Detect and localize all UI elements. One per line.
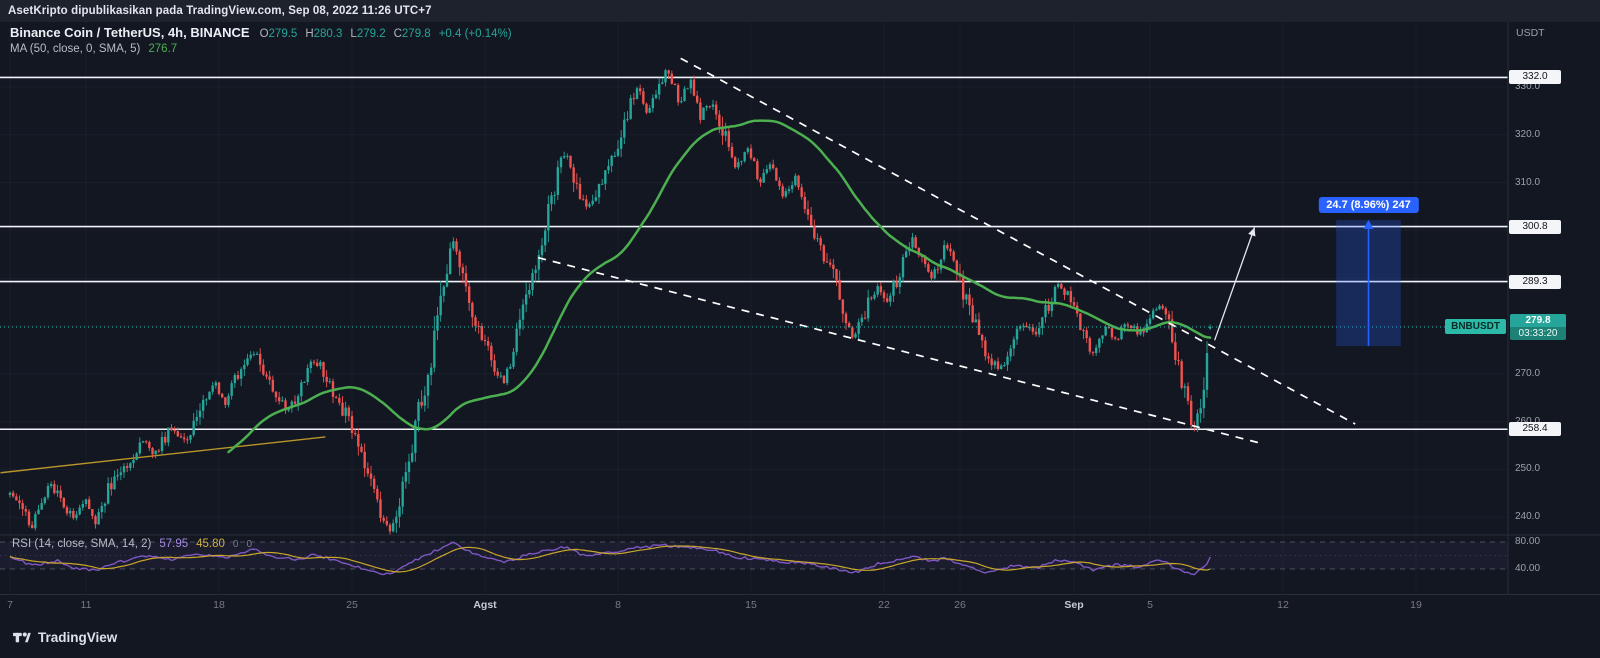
- rsi-value: 57.95: [159, 538, 189, 550]
- time-axis-label: 8: [615, 599, 621, 611]
- rsi-indicator-label: RSI (14, close, SMA, 14, 2): [12, 538, 152, 550]
- close-value: 279.8: [401, 28, 431, 40]
- time-axis-label: 15: [745, 599, 757, 611]
- publish-info-text: AsetKripto dipublikasikan pada TradingVi…: [8, 5, 432, 17]
- price-tick-label: 320.0: [1515, 128, 1541, 140]
- time-axis-label: 22: [878, 599, 890, 611]
- symbol-legend-row[interactable]: Binance Coin / TetherUS, 4h, BINANCE O 27…: [10, 25, 512, 43]
- symbol-title: Binance Coin / TetherUS, 4h, BINANCE: [10, 25, 250, 40]
- rsi-legend-row[interactable]: RSI (14, close, SMA, 14, 2) 57.95 45.80 …: [12, 538, 252, 556]
- ma-indicator-value: 276.7: [148, 43, 178, 55]
- rsi-ma-value: 45.80: [196, 538, 225, 550]
- open-value: 279.5: [268, 28, 298, 40]
- time-axis-label: 26: [954, 599, 966, 611]
- high-key: H: [305, 28, 314, 40]
- price-range-label[interactable]: 24.7 (8.96%) 247: [1318, 196, 1419, 213]
- low-value: 279.2: [356, 28, 386, 40]
- tradingview-logo-icon[interactable]: [12, 628, 31, 647]
- price-tick-label: 250.0: [1515, 463, 1541, 475]
- rsi-extra-value-1: 0: [232, 539, 239, 550]
- chart-legend: Binance Coin / TetherUS, 4h, BINANCE O 27…: [10, 25, 512, 61]
- low-key: L: [350, 28, 357, 40]
- ohlc-low: L 279.2: [350, 28, 385, 40]
- last-price-label: 279.8 03:33:20: [1510, 313, 1566, 340]
- time-axis-label: Agst: [473, 599, 497, 611]
- publish-info-bar: AsetKripto dipublikasikan pada TradingVi…: [0, 0, 1600, 22]
- price-tick-label: 310.0: [1515, 176, 1541, 188]
- time-axis-label: 11: [80, 599, 92, 611]
- ma-legend-row[interactable]: MA (50, close, 0, SMA, 5) 276.7: [10, 43, 512, 61]
- chart-canvas[interactable]: [0, 22, 1600, 594]
- time-axis-label: 18: [213, 599, 225, 611]
- rsi-tick-label: 80.00: [1515, 536, 1541, 547]
- price-level-label: 258.4: [1509, 422, 1561, 437]
- branding-footer: TradingView: [0, 616, 1600, 658]
- price-level-label: 332.0: [1509, 70, 1561, 85]
- price-level-label: 300.8: [1509, 219, 1561, 234]
- time-axis-label: 25: [346, 599, 358, 611]
- last-price-value: 279.8: [1510, 313, 1566, 327]
- price-tick-label: 330.0: [1515, 81, 1541, 92]
- axis-currency-label: USDT: [1516, 27, 1545, 39]
- price-tick-label: 260.0: [1515, 415, 1541, 427]
- price-level-label: 289.3: [1509, 274, 1561, 289]
- price-axis[interactable]: USDT 330.0 320.0 310.0 270.0 260.0 250.0 240.0…: [1508, 22, 1600, 594]
- price-tick-label: 270.0: [1515, 367, 1541, 379]
- rsi-tick-label: 40.00: [1515, 563, 1541, 574]
- close-key: C: [393, 28, 402, 40]
- time-axis-label: Sep: [1064, 599, 1084, 611]
- ohlc-high: H 280.3: [305, 28, 342, 40]
- time-axis-label: 12: [1277, 599, 1289, 611]
- ma-indicator-label: MA (50, close, 0, SMA, 5): [10, 43, 141, 55]
- symbol-price-badge: BNBUSDT: [1445, 318, 1506, 334]
- time-axis-label: 7: [7, 599, 13, 611]
- time-axis-label: 19: [1410, 599, 1422, 611]
- bar-countdown: 03:33:20: [1510, 326, 1566, 340]
- ohlc-open: O 279.5: [260, 28, 298, 40]
- tradingview-logo-text[interactable]: TradingView: [38, 629, 118, 645]
- time-axis-label: 5: [1147, 599, 1153, 611]
- rsi-extra-value-2: 0: [246, 539, 253, 550]
- open-key: O: [259, 28, 269, 40]
- chart-area[interactable]: Binance Coin / TetherUS, 4h, BINANCE O 27…: [0, 22, 1600, 594]
- ohlc-close: C 279.8: [394, 28, 431, 40]
- price-tick-label: 240.0: [1515, 511, 1541, 523]
- change-value: +0.4 (+0.14%): [438, 28, 512, 40]
- high-value: 280.3: [313, 28, 343, 40]
- time-axis[interactable]: 7 11 18 25 Agst 8 15 22 26 Sep 5 12 19: [0, 594, 1600, 616]
